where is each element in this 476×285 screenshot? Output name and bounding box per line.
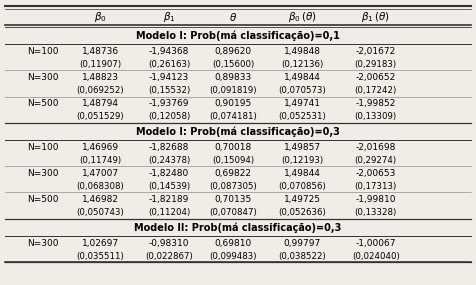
Text: 0,69822: 0,69822	[215, 169, 252, 178]
Text: (0,11907): (0,11907)	[79, 60, 121, 69]
Text: -1,82688: -1,82688	[149, 143, 189, 152]
Text: -1,99810: -1,99810	[356, 195, 396, 204]
Text: (0,12193): (0,12193)	[281, 156, 323, 165]
Text: 1,49725: 1,49725	[284, 195, 320, 204]
Text: (0,074181): (0,074181)	[209, 113, 257, 121]
Text: -1,93769: -1,93769	[149, 99, 189, 108]
Text: N=500: N=500	[27, 195, 58, 204]
Text: (0,15094): (0,15094)	[212, 156, 254, 165]
Text: -0,98310: -0,98310	[149, 239, 189, 248]
Text: (0,035511): (0,035511)	[77, 252, 124, 261]
Text: 0,69810: 0,69810	[215, 239, 252, 248]
Text: $\beta_0$: $\beta_0$	[94, 10, 107, 24]
Text: 1,47007: 1,47007	[82, 169, 119, 178]
Text: (0,091819): (0,091819)	[209, 86, 257, 95]
Text: (0,038522): (0,038522)	[278, 252, 326, 261]
Text: $\theta$: $\theta$	[229, 11, 238, 23]
Text: -2,01672: -2,01672	[356, 47, 396, 56]
Text: $\beta_1\,(\theta)$: $\beta_1\,(\theta)$	[361, 10, 390, 24]
Text: -1,82480: -1,82480	[149, 169, 189, 178]
Text: 1,46982: 1,46982	[82, 195, 119, 204]
Text: 1,49848: 1,49848	[284, 47, 320, 56]
Text: -1,99852: -1,99852	[356, 99, 396, 108]
Text: (0,070847): (0,070847)	[209, 208, 257, 217]
Text: (0,24378): (0,24378)	[148, 156, 190, 165]
Text: (0,13328): (0,13328)	[355, 208, 397, 217]
Text: (0,070856): (0,070856)	[278, 182, 326, 191]
Text: Modelo II: Prob(má classificação)=0,3: Modelo II: Prob(má classificação)=0,3	[134, 222, 342, 233]
Text: (0,13309): (0,13309)	[355, 113, 397, 121]
Text: 1,46969: 1,46969	[82, 143, 119, 152]
Text: (0,052531): (0,052531)	[278, 113, 326, 121]
Text: (0,050743): (0,050743)	[77, 208, 124, 217]
Text: -1,94123: -1,94123	[149, 73, 189, 82]
Text: 0,89620: 0,89620	[215, 47, 252, 56]
Text: 0,70135: 0,70135	[215, 195, 252, 204]
Text: (0,26163): (0,26163)	[148, 60, 190, 69]
Text: 1,48736: 1,48736	[82, 47, 119, 56]
Text: Modelo I: Prob(má classificação)=0,1: Modelo I: Prob(má classificação)=0,1	[136, 30, 340, 41]
Text: -1,82189: -1,82189	[149, 195, 189, 204]
Text: $\beta_0\,(\theta)$: $\beta_0\,(\theta)$	[288, 10, 317, 24]
Text: (0,14539): (0,14539)	[148, 182, 190, 191]
Text: 0,99797: 0,99797	[283, 239, 321, 248]
Text: -1,00067: -1,00067	[356, 239, 396, 248]
Text: 1,49857: 1,49857	[284, 143, 321, 152]
Text: (0,052636): (0,052636)	[278, 208, 326, 217]
Text: 1,02697: 1,02697	[82, 239, 119, 248]
Text: -2,00653: -2,00653	[356, 169, 396, 178]
Text: (0,17313): (0,17313)	[355, 182, 397, 191]
Text: N=300: N=300	[27, 73, 58, 82]
Text: (0,070573): (0,070573)	[278, 86, 326, 95]
Text: Modelo I: Prob(má classificação)=0,3: Modelo I: Prob(má classificação)=0,3	[136, 126, 340, 137]
Text: 1,49741: 1,49741	[284, 99, 320, 108]
Text: 1,48794: 1,48794	[82, 99, 119, 108]
Text: (0,12136): (0,12136)	[281, 60, 323, 69]
Text: (0,11749): (0,11749)	[79, 156, 121, 165]
Text: 1,49844: 1,49844	[284, 169, 320, 178]
Text: (0,15532): (0,15532)	[148, 86, 190, 95]
Text: (0,11204): (0,11204)	[148, 208, 190, 217]
Text: (0,12058): (0,12058)	[148, 113, 190, 121]
Text: (0,022867): (0,022867)	[145, 252, 193, 261]
Text: 0,90195: 0,90195	[215, 99, 252, 108]
Text: (0,087305): (0,087305)	[209, 182, 257, 191]
Text: 0,70018: 0,70018	[215, 143, 252, 152]
Text: 0,89833: 0,89833	[215, 73, 252, 82]
Text: -1,94368: -1,94368	[149, 47, 189, 56]
Text: N=500: N=500	[27, 99, 58, 108]
Text: 1,49844: 1,49844	[284, 73, 320, 82]
Text: (0,024040): (0,024040)	[352, 252, 399, 261]
Text: N=100: N=100	[27, 143, 58, 152]
Text: -2,01698: -2,01698	[356, 143, 396, 152]
Text: (0,15600): (0,15600)	[212, 60, 254, 69]
Text: (0,17242): (0,17242)	[355, 86, 397, 95]
Text: N=300: N=300	[27, 169, 58, 178]
Text: (0,068308): (0,068308)	[77, 182, 124, 191]
Text: (0,099483): (0,099483)	[209, 252, 257, 261]
Text: (0,29274): (0,29274)	[355, 156, 397, 165]
Text: $\beta_1$: $\beta_1$	[163, 10, 176, 24]
Text: (0,29183): (0,29183)	[355, 60, 397, 69]
Text: (0,069252): (0,069252)	[77, 86, 124, 95]
Text: N=300: N=300	[27, 239, 58, 248]
Text: N=100: N=100	[27, 47, 58, 56]
Text: (0,051529): (0,051529)	[77, 113, 124, 121]
Text: -2,00652: -2,00652	[356, 73, 396, 82]
Text: 1,48823: 1,48823	[82, 73, 119, 82]
